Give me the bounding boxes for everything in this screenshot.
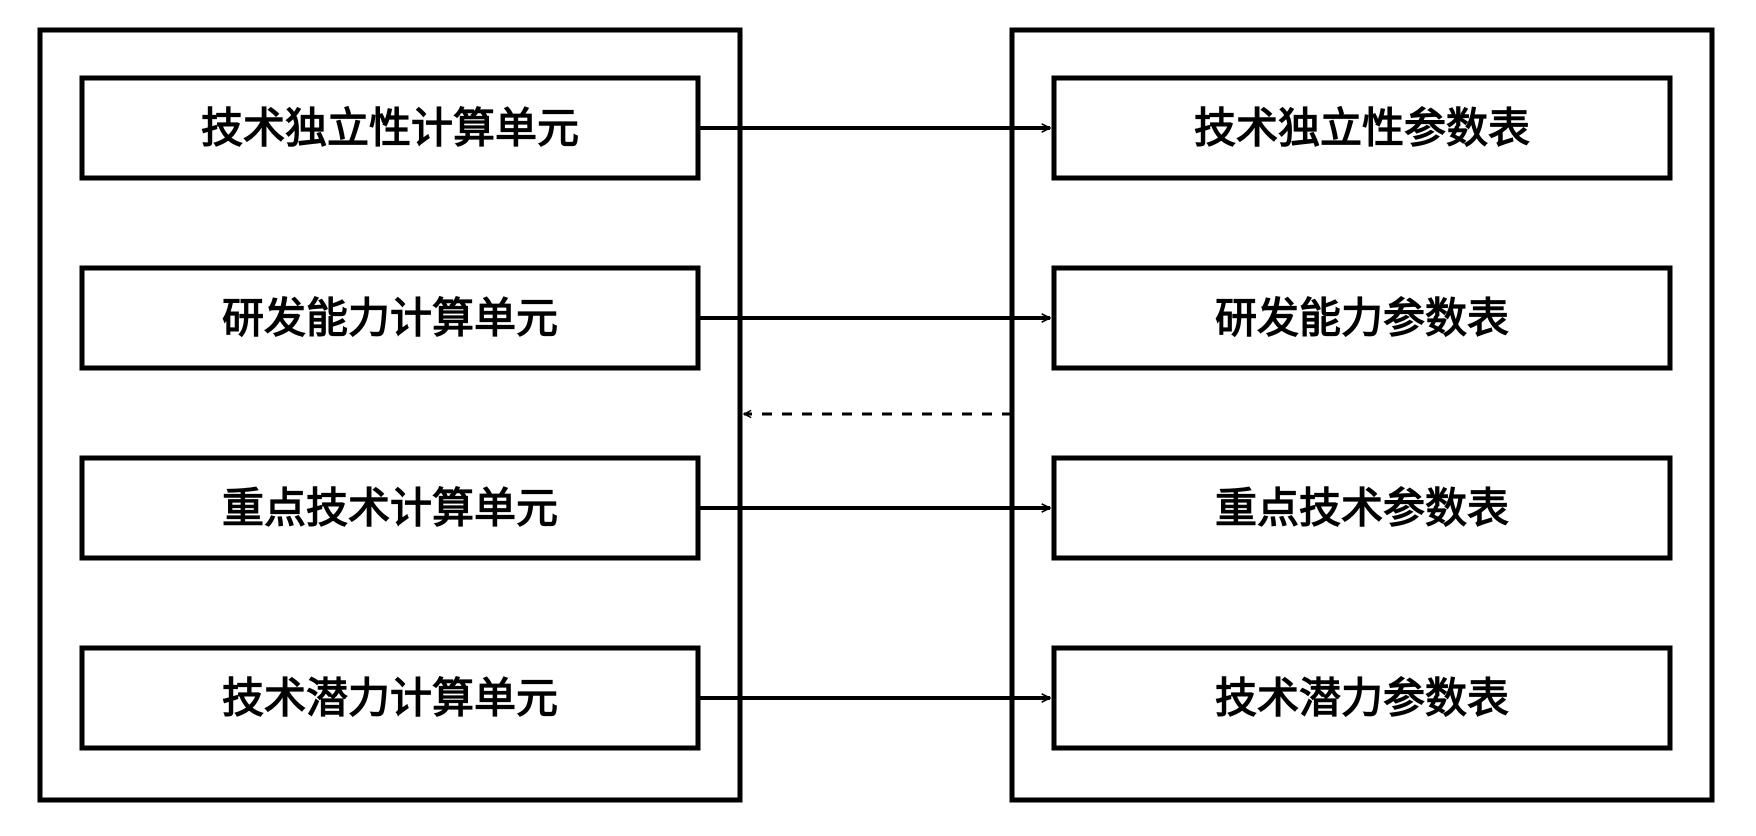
left-label-3: 重点技术计算单元 (222, 485, 558, 532)
right-label-2: 研发能力参数表 (1215, 295, 1509, 342)
left-label-4: 技术潜力计算单元 (222, 675, 558, 722)
right-label-1: 技术独立性参数表 (1194, 105, 1530, 152)
left-label-1: 技术独立性计算单元 (201, 105, 579, 152)
left-label-2: 研发能力计算单元 (222, 295, 558, 342)
right-label-4: 技术潜力参数表 (1215, 675, 1509, 722)
flowchart-diagram: 技术独立性计算单元研发能力计算单元重点技术计算单元技术潜力计算单元 技术独立性参数… (0, 0, 1756, 836)
right-label-3: 重点技术参数表 (1215, 485, 1509, 532)
